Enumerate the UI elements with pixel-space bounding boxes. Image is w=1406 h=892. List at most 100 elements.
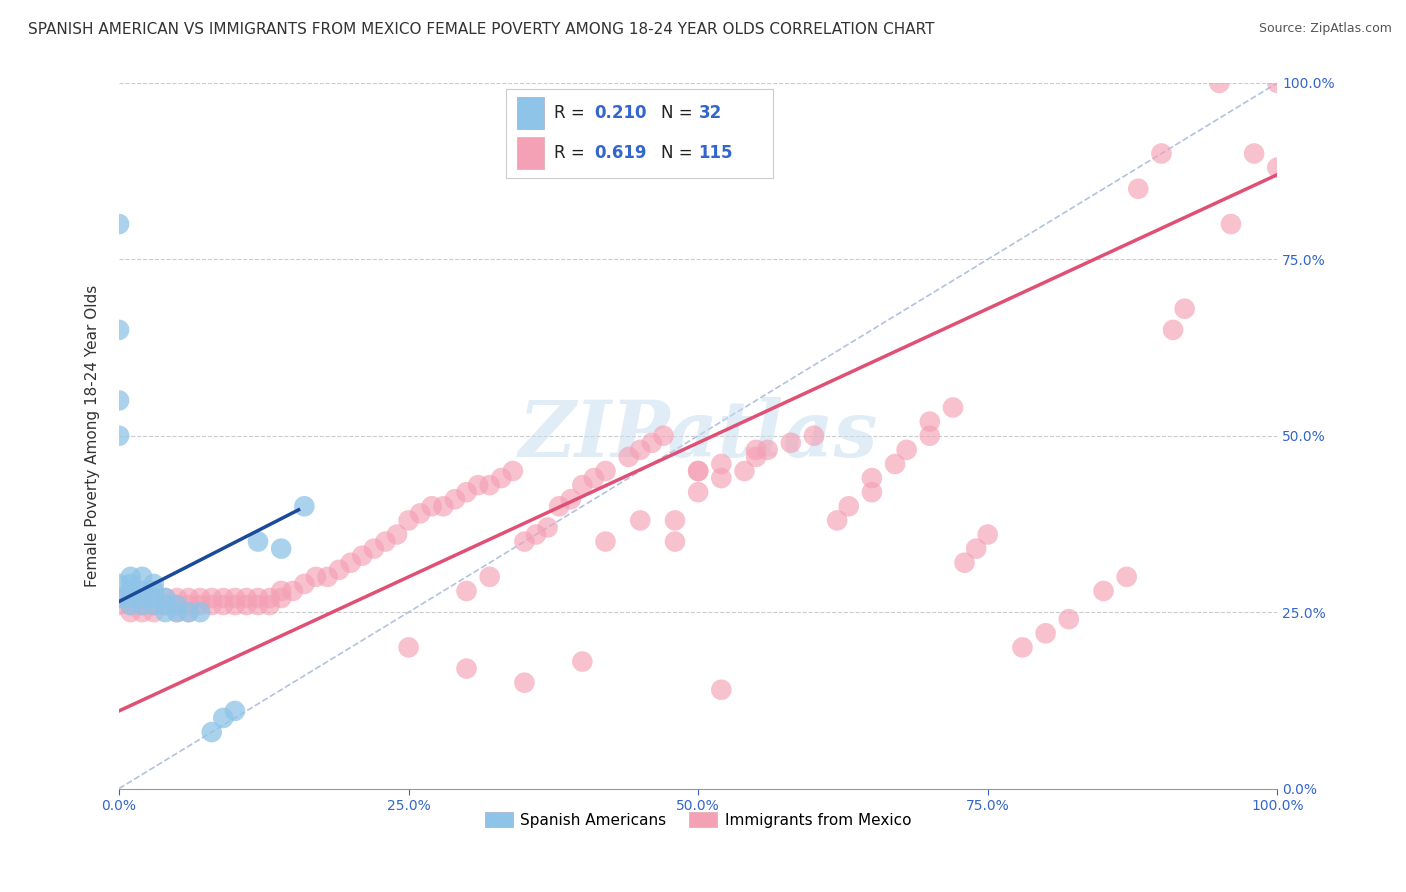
Point — [513, 675, 536, 690]
Point — [108, 323, 131, 337]
Point — [1174, 301, 1197, 316]
Point — [201, 598, 224, 612]
Point — [212, 598, 235, 612]
Text: ZIPatlas: ZIPatlas — [519, 398, 877, 474]
Point — [664, 534, 686, 549]
Point — [108, 591, 131, 605]
Point — [108, 577, 131, 591]
Point — [305, 570, 328, 584]
Point — [918, 428, 941, 442]
Point — [942, 401, 965, 415]
Point — [270, 541, 292, 556]
Point — [259, 591, 281, 605]
Point — [188, 591, 211, 605]
Point — [652, 428, 675, 442]
Point — [838, 500, 860, 514]
Legend: Spanish Americans, Immigrants from Mexico: Spanish Americans, Immigrants from Mexic… — [479, 806, 917, 834]
Point — [1208, 76, 1230, 90]
Point — [548, 500, 571, 514]
Point — [745, 442, 768, 457]
Point — [884, 457, 907, 471]
Point — [166, 591, 188, 605]
Point — [398, 640, 420, 655]
Point — [582, 471, 605, 485]
Point — [120, 584, 142, 599]
Point — [131, 605, 153, 619]
Point — [120, 598, 142, 612]
Point — [131, 584, 153, 599]
Point — [688, 464, 710, 478]
Point — [478, 570, 501, 584]
Point — [860, 485, 883, 500]
Point — [456, 662, 478, 676]
Point — [710, 457, 733, 471]
Point — [918, 415, 941, 429]
Point — [224, 591, 246, 605]
Point — [142, 598, 165, 612]
Point — [385, 527, 408, 541]
Point — [965, 541, 987, 556]
Point — [142, 584, 165, 599]
Point — [513, 534, 536, 549]
Point — [374, 534, 396, 549]
Point — [1161, 323, 1184, 337]
Point — [398, 513, 420, 527]
Text: N =: N = — [661, 145, 697, 162]
Point — [456, 584, 478, 599]
Point — [409, 507, 432, 521]
Point — [524, 527, 547, 541]
Point — [131, 598, 153, 612]
Point — [108, 393, 131, 408]
Point — [595, 464, 617, 478]
Point — [339, 556, 361, 570]
Point — [1150, 146, 1173, 161]
Point — [803, 428, 825, 442]
Point — [328, 563, 350, 577]
Point — [688, 485, 710, 500]
Point — [688, 464, 710, 478]
Point — [745, 450, 768, 464]
Point — [235, 598, 257, 612]
Point — [363, 541, 385, 556]
Point — [536, 520, 558, 534]
Text: 0.619: 0.619 — [595, 145, 647, 162]
Y-axis label: Female Poverty Among 18-24 Year Olds: Female Poverty Among 18-24 Year Olds — [86, 285, 100, 587]
Point — [710, 471, 733, 485]
Point — [108, 428, 131, 442]
Point — [120, 577, 142, 591]
Point — [131, 570, 153, 584]
Point — [1128, 182, 1150, 196]
Point — [259, 598, 281, 612]
Point — [120, 570, 142, 584]
Point — [188, 598, 211, 612]
Point — [1115, 570, 1137, 584]
Point — [1092, 584, 1115, 599]
Point — [166, 605, 188, 619]
Point — [224, 598, 246, 612]
Point — [108, 217, 131, 231]
Point — [108, 598, 131, 612]
Text: Source: ZipAtlas.com: Source: ZipAtlas.com — [1258, 22, 1392, 36]
Point — [142, 591, 165, 605]
FancyBboxPatch shape — [517, 97, 544, 129]
Point — [155, 605, 177, 619]
Text: 115: 115 — [699, 145, 733, 162]
Point — [1265, 161, 1288, 175]
Point — [756, 442, 779, 457]
Point — [1243, 146, 1265, 161]
Point — [467, 478, 489, 492]
Point — [177, 605, 200, 619]
Point — [247, 534, 270, 549]
Point — [292, 577, 315, 591]
Text: 0.210: 0.210 — [595, 104, 647, 122]
Point — [779, 435, 801, 450]
Point — [664, 513, 686, 527]
Point — [1219, 217, 1241, 231]
Point — [131, 598, 153, 612]
Point — [155, 591, 177, 605]
Text: R =: R = — [554, 145, 591, 162]
Point — [131, 591, 153, 605]
Point — [177, 605, 200, 619]
Point — [571, 655, 593, 669]
Point — [641, 435, 664, 450]
